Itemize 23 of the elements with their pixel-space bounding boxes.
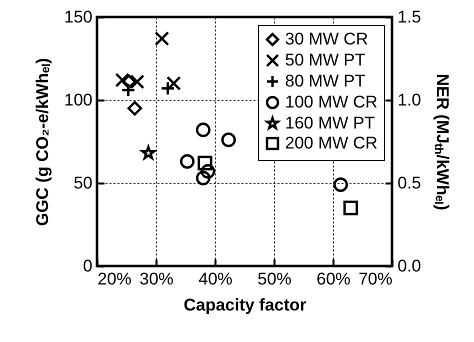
legend-label: 30 MW CR xyxy=(285,30,368,48)
y2-tick-label: 1.5 xyxy=(398,8,422,26)
x-tick-label: 70% xyxy=(358,270,392,288)
legend-label: 200 MW CR xyxy=(285,134,378,152)
x-tick-label: 20% xyxy=(98,270,132,288)
y2-tick-label: 0.5 xyxy=(398,174,422,192)
x-tick-label: 40% xyxy=(198,270,233,288)
x-tick-label: 60% xyxy=(316,270,351,288)
y-tick-label: 150 xyxy=(64,8,92,26)
legend-label: 50 MW PT xyxy=(285,50,366,70)
y-tick-label: 0 xyxy=(83,256,92,276)
legend-label: 160 MW PT xyxy=(285,114,375,132)
x-axis-title: Capacity factor xyxy=(184,296,307,314)
y-tick-label: 50 xyxy=(74,174,92,192)
y-axis-title: GGC (g CO₂-e/kWhₑₗ) xyxy=(33,58,52,226)
legend-label: 80 MW PT xyxy=(285,72,366,90)
y2-tick-label: 1.0 xyxy=(398,90,422,110)
y2-axis-title: NER (MJₜₕ/kWhₑₗ) xyxy=(433,74,452,210)
x-tick-label: 50% xyxy=(257,270,292,288)
y-tick-label: 100 xyxy=(64,90,92,110)
legend-label: 100 MW CR xyxy=(285,92,378,112)
x-tick-label: 30% xyxy=(139,270,174,288)
y2-tick-label: 0.0 xyxy=(398,256,422,276)
